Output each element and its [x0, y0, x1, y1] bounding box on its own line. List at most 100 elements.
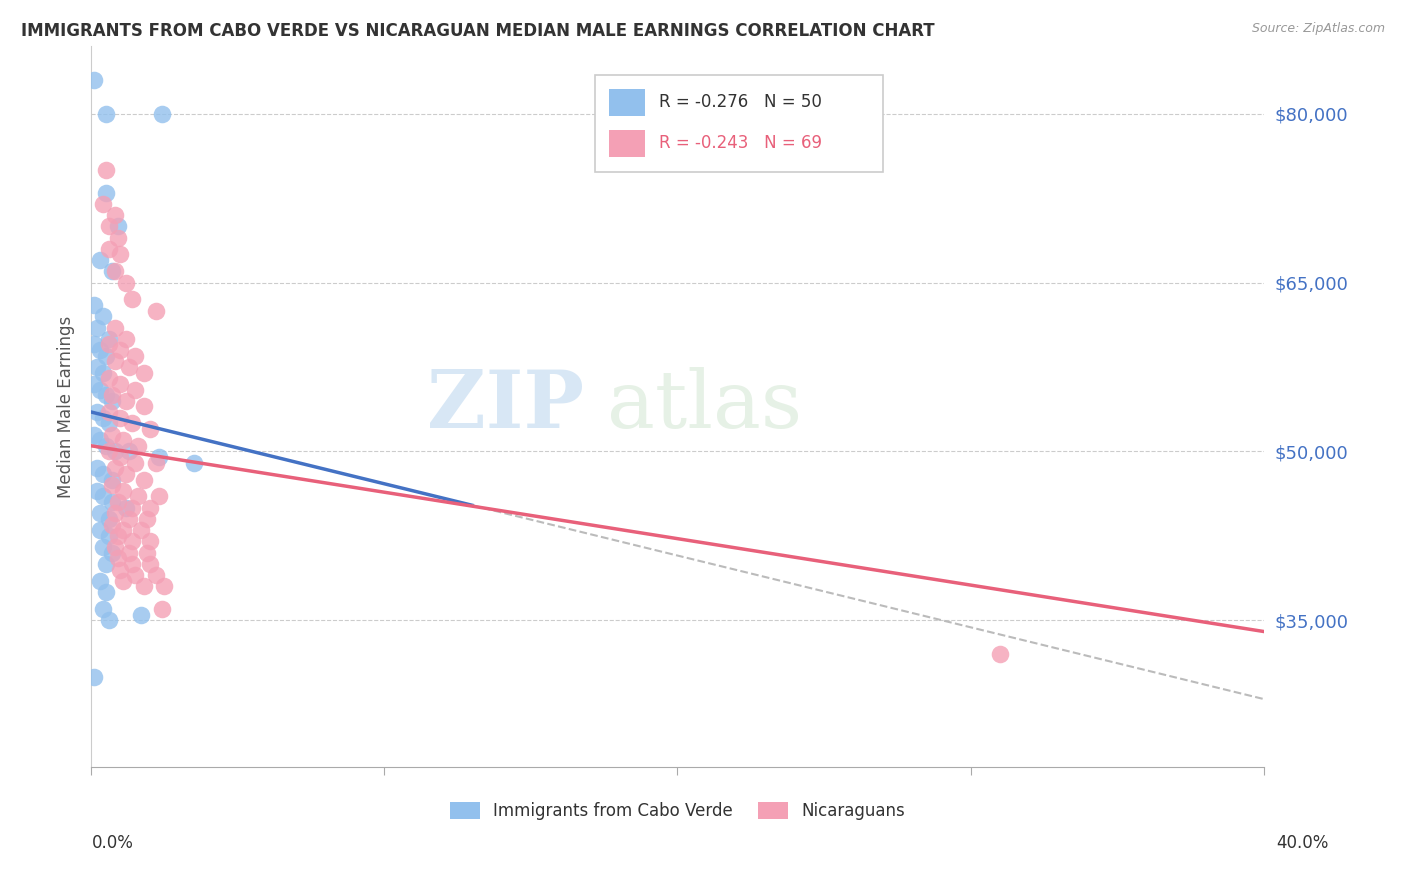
Point — [145, 303, 167, 318]
Point — [121, 534, 143, 549]
Point — [129, 523, 152, 537]
Point — [127, 490, 149, 504]
Point — [110, 343, 132, 358]
Point — [83, 669, 105, 683]
Point — [121, 417, 143, 431]
Text: Source: ZipAtlas.com: Source: ZipAtlas.com — [1251, 22, 1385, 36]
Point — [97, 219, 120, 234]
Point — [97, 613, 120, 627]
Point — [110, 247, 132, 261]
Point — [104, 444, 127, 458]
Point — [104, 264, 127, 278]
Point — [97, 242, 120, 256]
Point — [91, 310, 114, 324]
Point — [115, 500, 138, 515]
Point — [86, 483, 108, 498]
Point — [988, 647, 1011, 661]
Point — [132, 579, 155, 593]
Point — [132, 400, 155, 414]
Point — [148, 490, 170, 504]
Point — [97, 512, 120, 526]
Text: IMMIGRANTS FROM CABO VERDE VS NICARAGUAN MEDIAN MALE EARNINGS CORRELATION CHART: IMMIGRANTS FROM CABO VERDE VS NICARAGUAN… — [21, 22, 935, 40]
Point — [135, 512, 157, 526]
Point — [104, 208, 127, 222]
Point — [91, 410, 114, 425]
Text: 0.0%: 0.0% — [91, 834, 134, 852]
Point — [97, 337, 120, 351]
Point — [112, 574, 135, 588]
Point — [139, 500, 162, 515]
Point — [104, 320, 127, 334]
Point — [121, 557, 143, 571]
Point — [83, 376, 105, 391]
Point — [112, 483, 135, 498]
Point — [132, 473, 155, 487]
Point — [139, 422, 162, 436]
Point — [94, 349, 117, 363]
Point — [89, 523, 111, 537]
Point — [115, 332, 138, 346]
Point — [91, 602, 114, 616]
Point — [135, 546, 157, 560]
Text: 40.0%: 40.0% — [1277, 834, 1329, 852]
Point — [104, 506, 127, 520]
Point — [148, 450, 170, 464]
Point — [94, 107, 117, 121]
Point — [89, 383, 111, 397]
Point — [100, 478, 122, 492]
Point — [124, 456, 146, 470]
Point — [104, 354, 127, 368]
Point — [83, 73, 105, 87]
Point — [150, 107, 173, 121]
Point — [86, 405, 108, 419]
Point — [110, 410, 132, 425]
Point — [97, 417, 120, 431]
Point — [121, 500, 143, 515]
Point — [129, 607, 152, 622]
Bar — [609, 129, 644, 157]
Point — [153, 579, 176, 593]
Point — [94, 186, 117, 200]
Point — [91, 490, 114, 504]
FancyBboxPatch shape — [595, 75, 883, 172]
Point — [94, 439, 117, 453]
Point — [91, 366, 114, 380]
Point — [139, 557, 162, 571]
Point — [94, 585, 117, 599]
Point — [91, 540, 114, 554]
Text: atlas: atlas — [607, 368, 803, 445]
Point — [121, 293, 143, 307]
Point — [89, 574, 111, 588]
Point — [89, 433, 111, 447]
Point — [107, 495, 129, 509]
Point — [83, 427, 105, 442]
Point — [110, 563, 132, 577]
Point — [89, 506, 111, 520]
Bar — [609, 88, 644, 116]
Point — [118, 359, 141, 374]
Point — [107, 230, 129, 244]
Point — [115, 467, 138, 481]
Point — [100, 517, 122, 532]
Point — [100, 495, 122, 509]
Point — [94, 163, 117, 178]
Text: ZIP: ZIP — [426, 368, 583, 445]
Point — [112, 523, 135, 537]
Point — [86, 359, 108, 374]
Point — [124, 349, 146, 363]
Point — [97, 405, 120, 419]
Point — [124, 568, 146, 582]
Point — [132, 366, 155, 380]
Point — [97, 529, 120, 543]
Point — [124, 383, 146, 397]
Point — [110, 376, 132, 391]
Point — [115, 393, 138, 408]
Point — [97, 332, 120, 346]
Point — [127, 439, 149, 453]
Point — [91, 467, 114, 481]
Point — [100, 473, 122, 487]
Point — [100, 546, 122, 560]
Point — [150, 602, 173, 616]
Point — [112, 433, 135, 447]
Point — [86, 461, 108, 475]
